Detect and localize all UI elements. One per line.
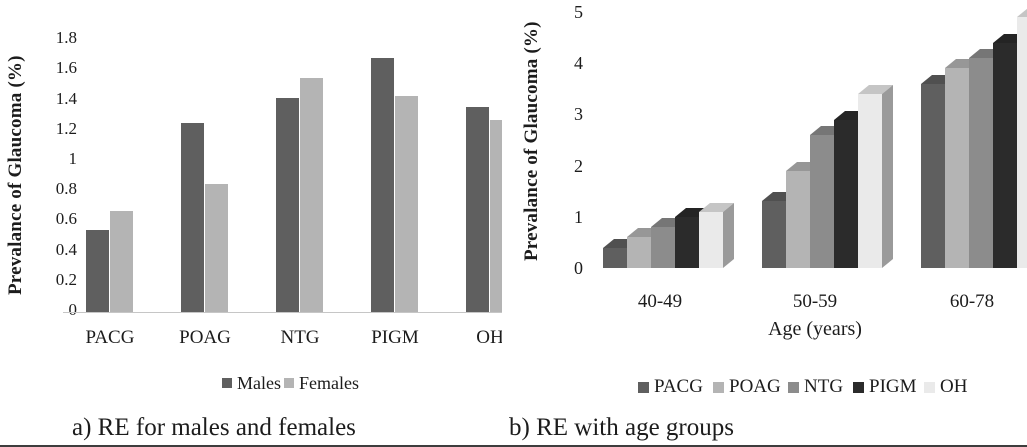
bar3d-front-face bbox=[810, 135, 834, 268]
y-tick-label: 0.2 bbox=[55, 269, 77, 289]
bottom-border-line bbox=[0, 445, 1027, 447]
bar3d-top-face bbox=[786, 162, 821, 171]
bar3d-top-face bbox=[858, 85, 893, 94]
y-tick-label: 1.2 bbox=[55, 118, 77, 138]
legend-label: Females bbox=[299, 373, 359, 393]
bar3d-top-face bbox=[945, 59, 980, 68]
bar3d-top-face bbox=[675, 208, 710, 217]
bar3d-front-face bbox=[921, 84, 945, 268]
legend-label: Males bbox=[237, 373, 281, 393]
y-tick-label: 0.4 bbox=[55, 239, 77, 259]
legend-swatch-oh bbox=[924, 381, 935, 393]
bar3d-front-face bbox=[786, 171, 810, 268]
bar3d-front-face bbox=[1017, 17, 1027, 268]
bar3d-front-face bbox=[858, 94, 882, 268]
legend-item-females: Females bbox=[284, 374, 359, 392]
bar3d-oh-60-78 bbox=[1017, 8, 1027, 268]
legend-swatch-pacg bbox=[638, 381, 649, 393]
bar3d-front-face bbox=[969, 58, 993, 268]
bar3d-top-face bbox=[762, 192, 797, 201]
bar3d-side-face bbox=[723, 203, 734, 268]
y-tick-label: 0 bbox=[68, 300, 78, 319]
y-tick-label: 1.8 bbox=[55, 28, 77, 48]
bar-males-oh bbox=[466, 107, 489, 312]
bar-females-poag bbox=[205, 184, 228, 312]
legend-item-pacg: PACG bbox=[638, 376, 703, 397]
legend-item-males: Males bbox=[222, 374, 281, 392]
bar-males-pigm bbox=[371, 58, 394, 312]
chart-age-groups: 0 1 2 3 4 5 40-49 50-59 60-78 PACG POAG NTG PIGM OH bbox=[574, 2, 1027, 397]
bar3d-front-face bbox=[762, 201, 786, 268]
legend-item-oh: OH bbox=[924, 376, 968, 397]
bar3d-side-face bbox=[882, 85, 893, 268]
y-tick-label: 5 bbox=[574, 2, 583, 22]
legend-label: OH bbox=[940, 376, 968, 397]
bar-males-ntg bbox=[276, 98, 299, 312]
caption-subfigure-b: b) RE with age groups bbox=[509, 414, 734, 441]
bar3d-front-face bbox=[603, 248, 627, 268]
bar-females-pigm bbox=[395, 96, 418, 312]
bar3d-oh-40-49 bbox=[699, 203, 734, 268]
legend-item-poag: POAG bbox=[713, 376, 781, 397]
bar-females-oh bbox=[490, 120, 502, 312]
bar3d-top-face bbox=[834, 111, 869, 120]
legend-swatch-pigm bbox=[853, 381, 864, 393]
legend-item-pigm: PIGM bbox=[853, 376, 917, 397]
legend-swatch-females bbox=[284, 378, 294, 388]
legend-label: PACG bbox=[654, 376, 703, 397]
legend-label: POAG bbox=[729, 376, 781, 397]
bar3d-top-face bbox=[810, 126, 845, 135]
bar3d-front-face bbox=[699, 212, 723, 268]
y-tick-label: 3 bbox=[574, 104, 583, 125]
bar-females-pacg bbox=[110, 211, 133, 312]
bar3d-top-face bbox=[921, 75, 956, 84]
y-tick-label: 1 bbox=[68, 149, 78, 168]
x-category-label: 40-49 bbox=[637, 291, 683, 312]
y-tick-label: 0.8 bbox=[55, 179, 77, 199]
y-axis-label-right: Prevalance of Glaucoma (%) bbox=[521, 21, 542, 261]
y-tick-label: 1 bbox=[574, 206, 583, 227]
y-tick-label: 4 bbox=[574, 53, 583, 74]
x-category-label: POAG bbox=[179, 327, 231, 348]
x-category-label: PACG bbox=[85, 327, 135, 348]
bar3d-front-face bbox=[993, 43, 1017, 268]
x-axis-title-age: Age (years) bbox=[768, 318, 862, 340]
bar-males-poag bbox=[181, 123, 204, 312]
legend-label: PIGM bbox=[869, 376, 917, 397]
bar3d-top-face bbox=[627, 228, 662, 237]
legend-label: NTG bbox=[804, 376, 844, 397]
y-tick-label: 2 bbox=[574, 155, 583, 176]
bar3d-front-face bbox=[675, 217, 699, 268]
bar3d-top-face bbox=[969, 49, 1004, 58]
bar3d-oh-50-59 bbox=[858, 85, 893, 268]
bar3d-front-face bbox=[945, 68, 969, 268]
bar3d-front-face bbox=[834, 120, 858, 268]
bar3d-top-face bbox=[699, 203, 734, 212]
y-tick-label: 0.6 bbox=[55, 209, 77, 229]
x-category-label: 50-59 bbox=[792, 291, 838, 312]
bar-males-pacg bbox=[86, 230, 109, 312]
bar3d-front-face bbox=[651, 227, 675, 268]
x-category-label: OH bbox=[476, 327, 502, 348]
caption-subfigure-a: a) RE for males and females bbox=[72, 414, 356, 441]
legend-item-ntg: NTG bbox=[788, 376, 844, 397]
x-axis-line bbox=[63, 312, 502, 313]
legend-swatch-poag bbox=[713, 381, 724, 393]
bar-females-ntg bbox=[300, 78, 323, 312]
legend-swatch-ntg bbox=[788, 381, 799, 393]
bar3d-front-face bbox=[627, 237, 651, 268]
y-tick-label: 1.4 bbox=[55, 88, 77, 108]
y-tick-label: 0 bbox=[574, 258, 583, 278]
bar3d-top-face bbox=[1017, 8, 1027, 17]
bar3d-top-face bbox=[993, 34, 1027, 43]
bar3d-top-face bbox=[603, 239, 638, 248]
chart-males-females: 0 0.2 0.4 0.6 0.8 1 1.2 1.4 1.6 1.8 PACG POAG NTG PIG… bbox=[0, 0, 502, 412]
x-category-label: PIGM bbox=[371, 327, 419, 348]
y-tick-label: 1.6 bbox=[55, 58, 77, 78]
legend-swatch-males bbox=[222, 378, 232, 388]
x-category-label: NTG bbox=[280, 327, 320, 348]
x-category-label: 60-78 bbox=[949, 291, 995, 312]
bar3d-top-face bbox=[651, 218, 686, 227]
